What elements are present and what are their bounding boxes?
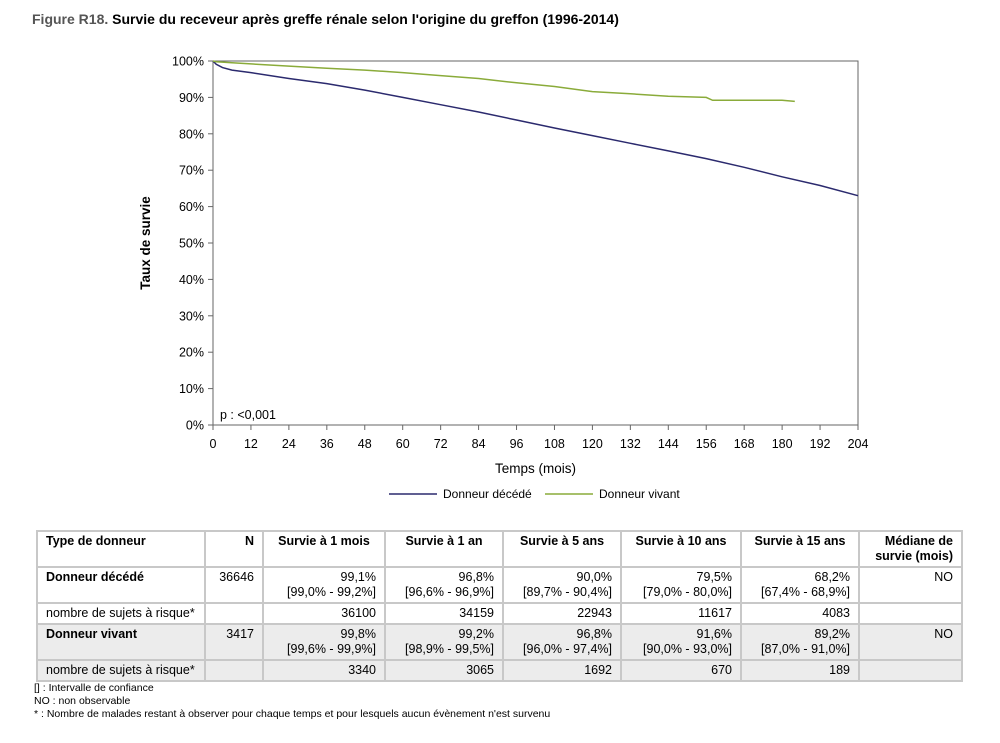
risk-cell: 3065 [384, 659, 504, 682]
figure-title: Figure R18. Survie du receveur après gre… [32, 11, 619, 27]
risk-cell: 22943 [502, 602, 622, 625]
figure-label: Figure R18. [32, 11, 109, 27]
table-row: nombre de sujets à risque* 36100 34159 2… [36, 602, 963, 625]
median-cell: NO [858, 566, 963, 604]
survival-cell: 99,1% [99,0% - 99,2%] [262, 566, 386, 604]
table-header-row: Type de donneur N Survie à 1 mois Survie… [36, 530, 963, 568]
x-tick-label: 180 [772, 437, 793, 451]
y-tick-label: 40% [179, 273, 204, 287]
y-axis-label: Taux de survie [138, 196, 153, 290]
survival-chart: 0% 10% 20% 30% 40% 50% 60% 70% 80% 90% 100% 0 12 24 36… [138, 55, 869, 502]
y-tick-label: 80% [179, 127, 204, 141]
median-cell: NO [858, 623, 963, 661]
series-line-donneur-decede [212, 60, 859, 197]
legend-label: Donneur vivant [599, 487, 680, 501]
x-tick-label: 60 [396, 437, 410, 451]
survival-cell: 96,8% [96,6% - 96,9%] [384, 566, 504, 604]
p-value-annotation: p : <0,001 [220, 408, 276, 422]
legend-label: Donneur décédé [443, 487, 532, 501]
x-tick-label: 24 [282, 437, 296, 451]
empty-cell [204, 602, 264, 625]
survival-cell: 99,8% [99,6% - 99,9%] [262, 623, 386, 661]
risk-cell: 4083 [740, 602, 860, 625]
survival-cell: 99,2% [98,9% - 99,5%] [384, 623, 504, 661]
risk-label: nombre de sujets à risque* [36, 659, 206, 682]
survival-cell: 96,8% [96,0% - 97,4%] [502, 623, 622, 661]
footnote-no: NO : non observable [34, 695, 131, 707]
group-name: Donneur vivant [36, 623, 206, 661]
risk-cell: 189 [740, 659, 860, 682]
empty-cell [204, 659, 264, 682]
figure-title-text: Survie du receveur après greffe rénale s… [112, 11, 619, 27]
x-tick-label: 168 [734, 437, 755, 451]
series-line-donneur-vivant [212, 60, 795, 103]
risk-cell: 34159 [384, 602, 504, 625]
header-n: N [204, 530, 264, 568]
risk-label: nombre de sujets à risque* [36, 602, 206, 625]
risk-cell: 11617 [620, 602, 742, 625]
survival-cell: 91,6% [90,0% - 93,0%] [620, 623, 742, 661]
survival-cell: 68,2% [67,4% - 68,9%] [740, 566, 860, 604]
x-tick-label: 132 [620, 437, 641, 451]
group-n: 36646 [204, 566, 264, 604]
x-tick-label: 120 [582, 437, 603, 451]
risk-cell: 1692 [502, 659, 622, 682]
x-tick-label: 0 [210, 437, 217, 451]
x-tick-label: 204 [848, 437, 869, 451]
survival-cell: 89,2% [87,0% - 91,0%] [740, 623, 860, 661]
y-tick-label: 10% [179, 382, 204, 396]
footnotes: [] : Intervalle de confiance NO : non ob… [34, 682, 550, 721]
table-row: nombre de sujets à risque* 3340 3065 169… [36, 659, 963, 682]
risk-cell: 36100 [262, 602, 386, 625]
y-tick-label: 60% [179, 200, 204, 214]
x-axis-label: Temps (mois) [495, 461, 576, 476]
x-tick-label: 108 [544, 437, 565, 451]
empty-cell [858, 602, 963, 625]
footnote-risk: * : Nombre de malades restant à observer… [34, 708, 551, 720]
header-15-years: Survie à 15 ans [740, 530, 860, 568]
risk-cell: 3340 [262, 659, 386, 682]
x-tick-label: 12 [244, 437, 258, 451]
x-tick-label: 144 [658, 437, 679, 451]
header-10-years: Survie à 10 ans [620, 530, 742, 568]
group-n: 3417 [204, 623, 264, 661]
header-1-month: Survie à 1 mois [262, 530, 386, 568]
y-tick-label: 20% [179, 346, 204, 360]
group-name: Donneur décédé [36, 566, 206, 604]
x-tick-label: 36 [320, 437, 334, 451]
survival-cell: 90,0% [89,7% - 90,4%] [502, 566, 622, 604]
y-tick-label: 70% [179, 164, 204, 178]
y-tick-label: 30% [179, 309, 204, 323]
x-tick-label: 156 [696, 437, 717, 451]
x-tick-label: 96 [510, 437, 524, 451]
header-type: Type de donneur [36, 530, 206, 568]
x-tick-label: 72 [434, 437, 448, 451]
y-tick-label: 0% [186, 419, 204, 433]
empty-cell [858, 659, 963, 682]
survival-table: Type de donneur N Survie à 1 mois Survie… [36, 530, 963, 682]
risk-cell: 670 [620, 659, 742, 682]
y-tick-label: 90% [179, 91, 204, 105]
x-tick-label: 192 [810, 437, 831, 451]
x-tick-label: 84 [472, 437, 486, 451]
footnote-ci: [] : Intervalle de confiance [34, 682, 154, 694]
header-1-year: Survie à 1 an [384, 530, 504, 568]
header-5-years: Survie à 5 ans [502, 530, 622, 568]
table-row: Donneur décédé 36646 99,1% [99,0% - 99,2%… [36, 566, 963, 604]
header-median: Médiane de survie (mois) [858, 530, 963, 568]
survival-cell: 79,5% [79,0% - 80,0%] [620, 566, 742, 604]
y-tick-label: 50% [179, 237, 204, 251]
table-row: Donneur vivant 3417 99,8% [99,6% - 99,9%]… [36, 623, 963, 661]
plot-frame [212, 60, 859, 426]
y-tick-label: 100% [172, 55, 204, 69]
x-tick-label: 48 [358, 437, 372, 451]
